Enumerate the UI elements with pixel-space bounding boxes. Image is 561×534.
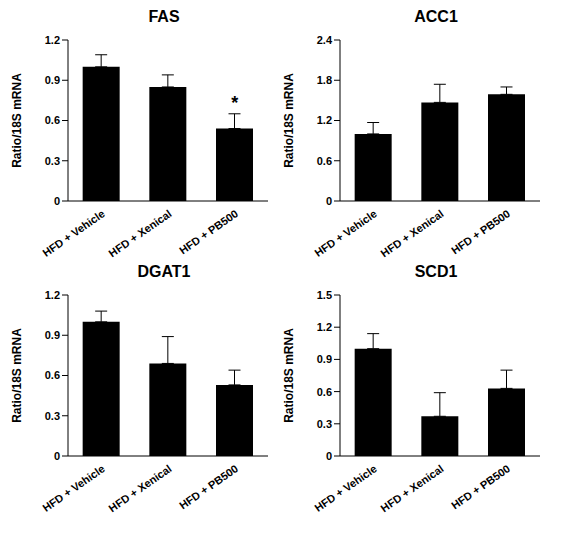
html-text:FAS: FAS bbox=[148, 8, 180, 25]
svg-text:Ratio/18S mRNA: Ratio/18S mRNA bbox=[10, 73, 24, 168]
svg-text:HFD + Xenical: HFD + Xenical bbox=[378, 207, 445, 259]
svg-text:0.9: 0.9 bbox=[317, 353, 332, 365]
svg-text:HFD + Vehicle: HFD + Vehicle bbox=[40, 462, 107, 514]
svg-text:HFD + PB500: HFD + PB500 bbox=[449, 207, 512, 256]
svg-text:0: 0 bbox=[54, 450, 60, 462]
svg-text:0: 0 bbox=[326, 450, 332, 462]
svg-text:HFD + PB500: HFD + PB500 bbox=[449, 462, 512, 511]
svg-text:HFD + Xenical: HFD + Xenical bbox=[106, 207, 173, 259]
svg-text:HFD + Vehicle: HFD + Vehicle bbox=[312, 207, 379, 259]
svg-text:0.6: 0.6 bbox=[45, 369, 60, 381]
svg-text:0: 0 bbox=[54, 195, 60, 207]
html-text:DGAT1: DGAT1 bbox=[137, 263, 191, 280]
svg-text:HFD + Vehicle: HFD + Vehicle bbox=[312, 462, 379, 514]
svg-text:Ratio/18S mRNA: Ratio/18S mRNA bbox=[282, 328, 296, 423]
svg-text:2.4: 2.4 bbox=[317, 34, 333, 46]
svg-text:Ratio/18S mRNA: Ratio/18S mRNA bbox=[10, 328, 24, 423]
svg-text:HFD + Xenical: HFD + Xenical bbox=[106, 462, 173, 514]
svg-text:0.9: 0.9 bbox=[45, 74, 60, 86]
svg-text:0.6: 0.6 bbox=[317, 386, 332, 398]
svg-text:0.3: 0.3 bbox=[45, 155, 60, 167]
svg-text:HFD + PB500: HFD + PB500 bbox=[177, 207, 240, 256]
svg-text:1.2: 1.2 bbox=[45, 34, 60, 46]
svg-text:0.3: 0.3 bbox=[45, 410, 60, 422]
svg-text:1.2: 1.2 bbox=[317, 321, 332, 333]
svg-text:HFD + PB500: HFD + PB500 bbox=[177, 462, 240, 511]
svg-text:1.8: 1.8 bbox=[317, 74, 332, 86]
html-text:ACC1: ACC1 bbox=[414, 8, 458, 25]
svg-text:HFD + Vehicle: HFD + Vehicle bbox=[40, 207, 107, 259]
svg-text:0: 0 bbox=[326, 195, 332, 207]
svg-text:0.9: 0.9 bbox=[45, 329, 60, 341]
svg-text:1.5: 1.5 bbox=[317, 289, 332, 301]
svg-text:Ratio/18S mRNA: Ratio/18S mRNA bbox=[282, 73, 296, 168]
svg-text:*: * bbox=[231, 93, 238, 113]
svg-text:1.2: 1.2 bbox=[317, 114, 332, 126]
svg-text:0.3: 0.3 bbox=[317, 418, 332, 430]
svg-text:HFD + Xenical: HFD + Xenical bbox=[378, 462, 445, 514]
svg-text:0.6: 0.6 bbox=[45, 114, 60, 126]
html-text:SCD1: SCD1 bbox=[414, 263, 458, 280]
svg-text:0.6: 0.6 bbox=[317, 155, 332, 167]
svg-text:1.2: 1.2 bbox=[45, 289, 60, 301]
